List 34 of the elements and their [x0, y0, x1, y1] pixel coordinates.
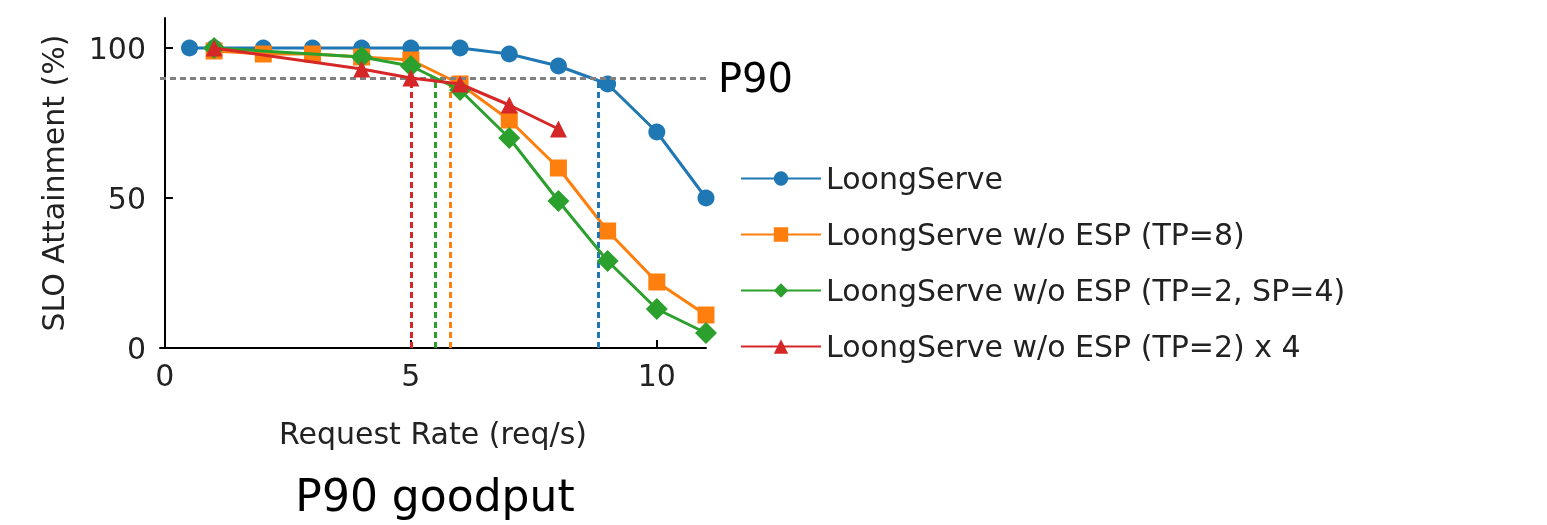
y-tick-label: 50: [107, 180, 146, 216]
y-axis-title: SLO Attainment (%): [35, 34, 71, 332]
y-tick-label: 100: [88, 30, 146, 66]
legend-label: LoongServe: [826, 161, 1003, 196]
point: [402, 69, 420, 87]
point: [500, 96, 518, 114]
point: [498, 127, 521, 149]
point: [648, 273, 666, 291]
point: [695, 322, 717, 344]
legend-label: LoongServe w/o ESP (TP=8): [826, 217, 1245, 252]
point: [596, 250, 619, 272]
point: [353, 60, 371, 78]
x-tick-label: 5: [401, 357, 421, 393]
point: [697, 306, 715, 324]
point: [547, 190, 570, 212]
point: [549, 57, 567, 75]
point: [181, 39, 199, 57]
point: [549, 159, 567, 177]
point: [451, 39, 469, 57]
x-tick-label: 10: [637, 357, 676, 393]
point: [599, 222, 617, 240]
ref-line-label: P90: [718, 55, 794, 101]
point: [399, 55, 422, 77]
x-axis-title: Request Rate (req/s): [278, 415, 588, 451]
legend-label: LoongServe w/o ESP (TP=2) x 4: [826, 329, 1301, 364]
text: P90 goodput: [295, 469, 575, 521]
legend-label: LoongServe w/o ESP (TP=2, SP=4): [826, 273, 1346, 308]
point: [648, 123, 666, 141]
x-tick-label: 0: [155, 357, 175, 393]
point: [645, 298, 668, 320]
y-tick-label: 0: [126, 330, 146, 366]
point: [500, 45, 518, 63]
point: [549, 120, 567, 138]
point: [697, 189, 715, 207]
